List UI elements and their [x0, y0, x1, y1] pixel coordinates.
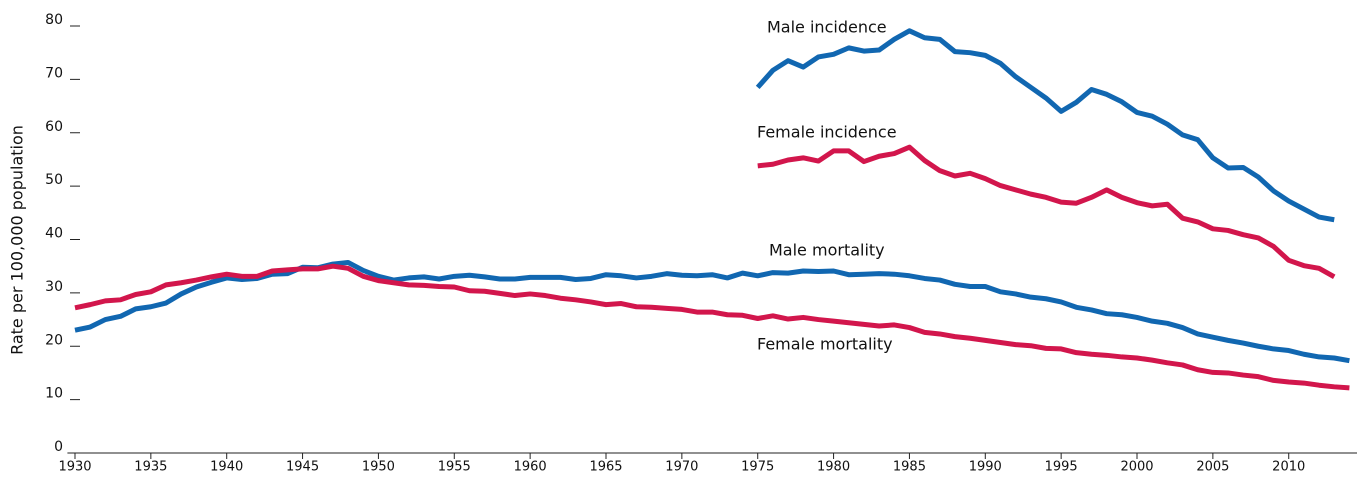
y-tick-label: 70	[45, 65, 63, 81]
y-tick-label: 50	[45, 172, 63, 188]
x-tick-label: 1980	[817, 460, 850, 475]
x-tick-label: 1950	[362, 460, 395, 475]
series-line	[74, 263, 1350, 391]
x-tick-label: 1960	[514, 460, 547, 475]
y-tick-label: 60	[45, 119, 63, 135]
y-tick-label: 30	[45, 279, 63, 295]
series-label: Female incidence	[757, 123, 897, 142]
series-label: Male incidence	[767, 18, 887, 37]
x-tick-label: 1935	[134, 460, 167, 475]
x-tick-label: 2000	[1120, 460, 1153, 475]
y-axis-label: Rate per 100,000 population	[8, 125, 27, 355]
y-tick-label: 20	[45, 332, 63, 348]
series-label: Female mortality	[757, 335, 893, 354]
y-tick-label: 40	[45, 226, 63, 242]
x-tick-label: 1990	[969, 460, 1002, 475]
x-tick-label: 1945	[286, 460, 319, 475]
series-line	[755, 28, 1335, 223]
x-tick-label: 1995	[1045, 460, 1078, 475]
y-tick-label: 10	[45, 386, 63, 402]
x-tick-label: 1965	[589, 460, 622, 475]
x-tick-label: 2010	[1272, 460, 1305, 475]
x-tick-label: 1940	[210, 460, 243, 475]
x-tick-label: 1930	[58, 460, 91, 475]
y-tick-label: 0	[54, 439, 63, 455]
series-label: Male mortality	[769, 241, 885, 260]
x-tick-label: 1970	[665, 460, 698, 475]
x-tick-label: 2005	[1196, 460, 1229, 475]
series-line	[757, 144, 1336, 280]
x-tick-label: 1975	[741, 460, 774, 475]
x-tick-label: 1955	[438, 460, 471, 475]
series-line	[74, 259, 1350, 364]
x-tick-label: 1985	[893, 460, 926, 475]
y-tick-label: 80	[45, 12, 63, 28]
